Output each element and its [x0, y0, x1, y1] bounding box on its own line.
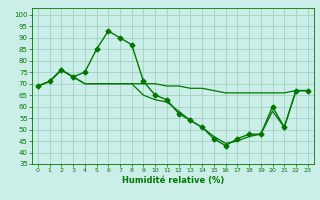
X-axis label: Humidité relative (%): Humidité relative (%) [122, 176, 224, 185]
